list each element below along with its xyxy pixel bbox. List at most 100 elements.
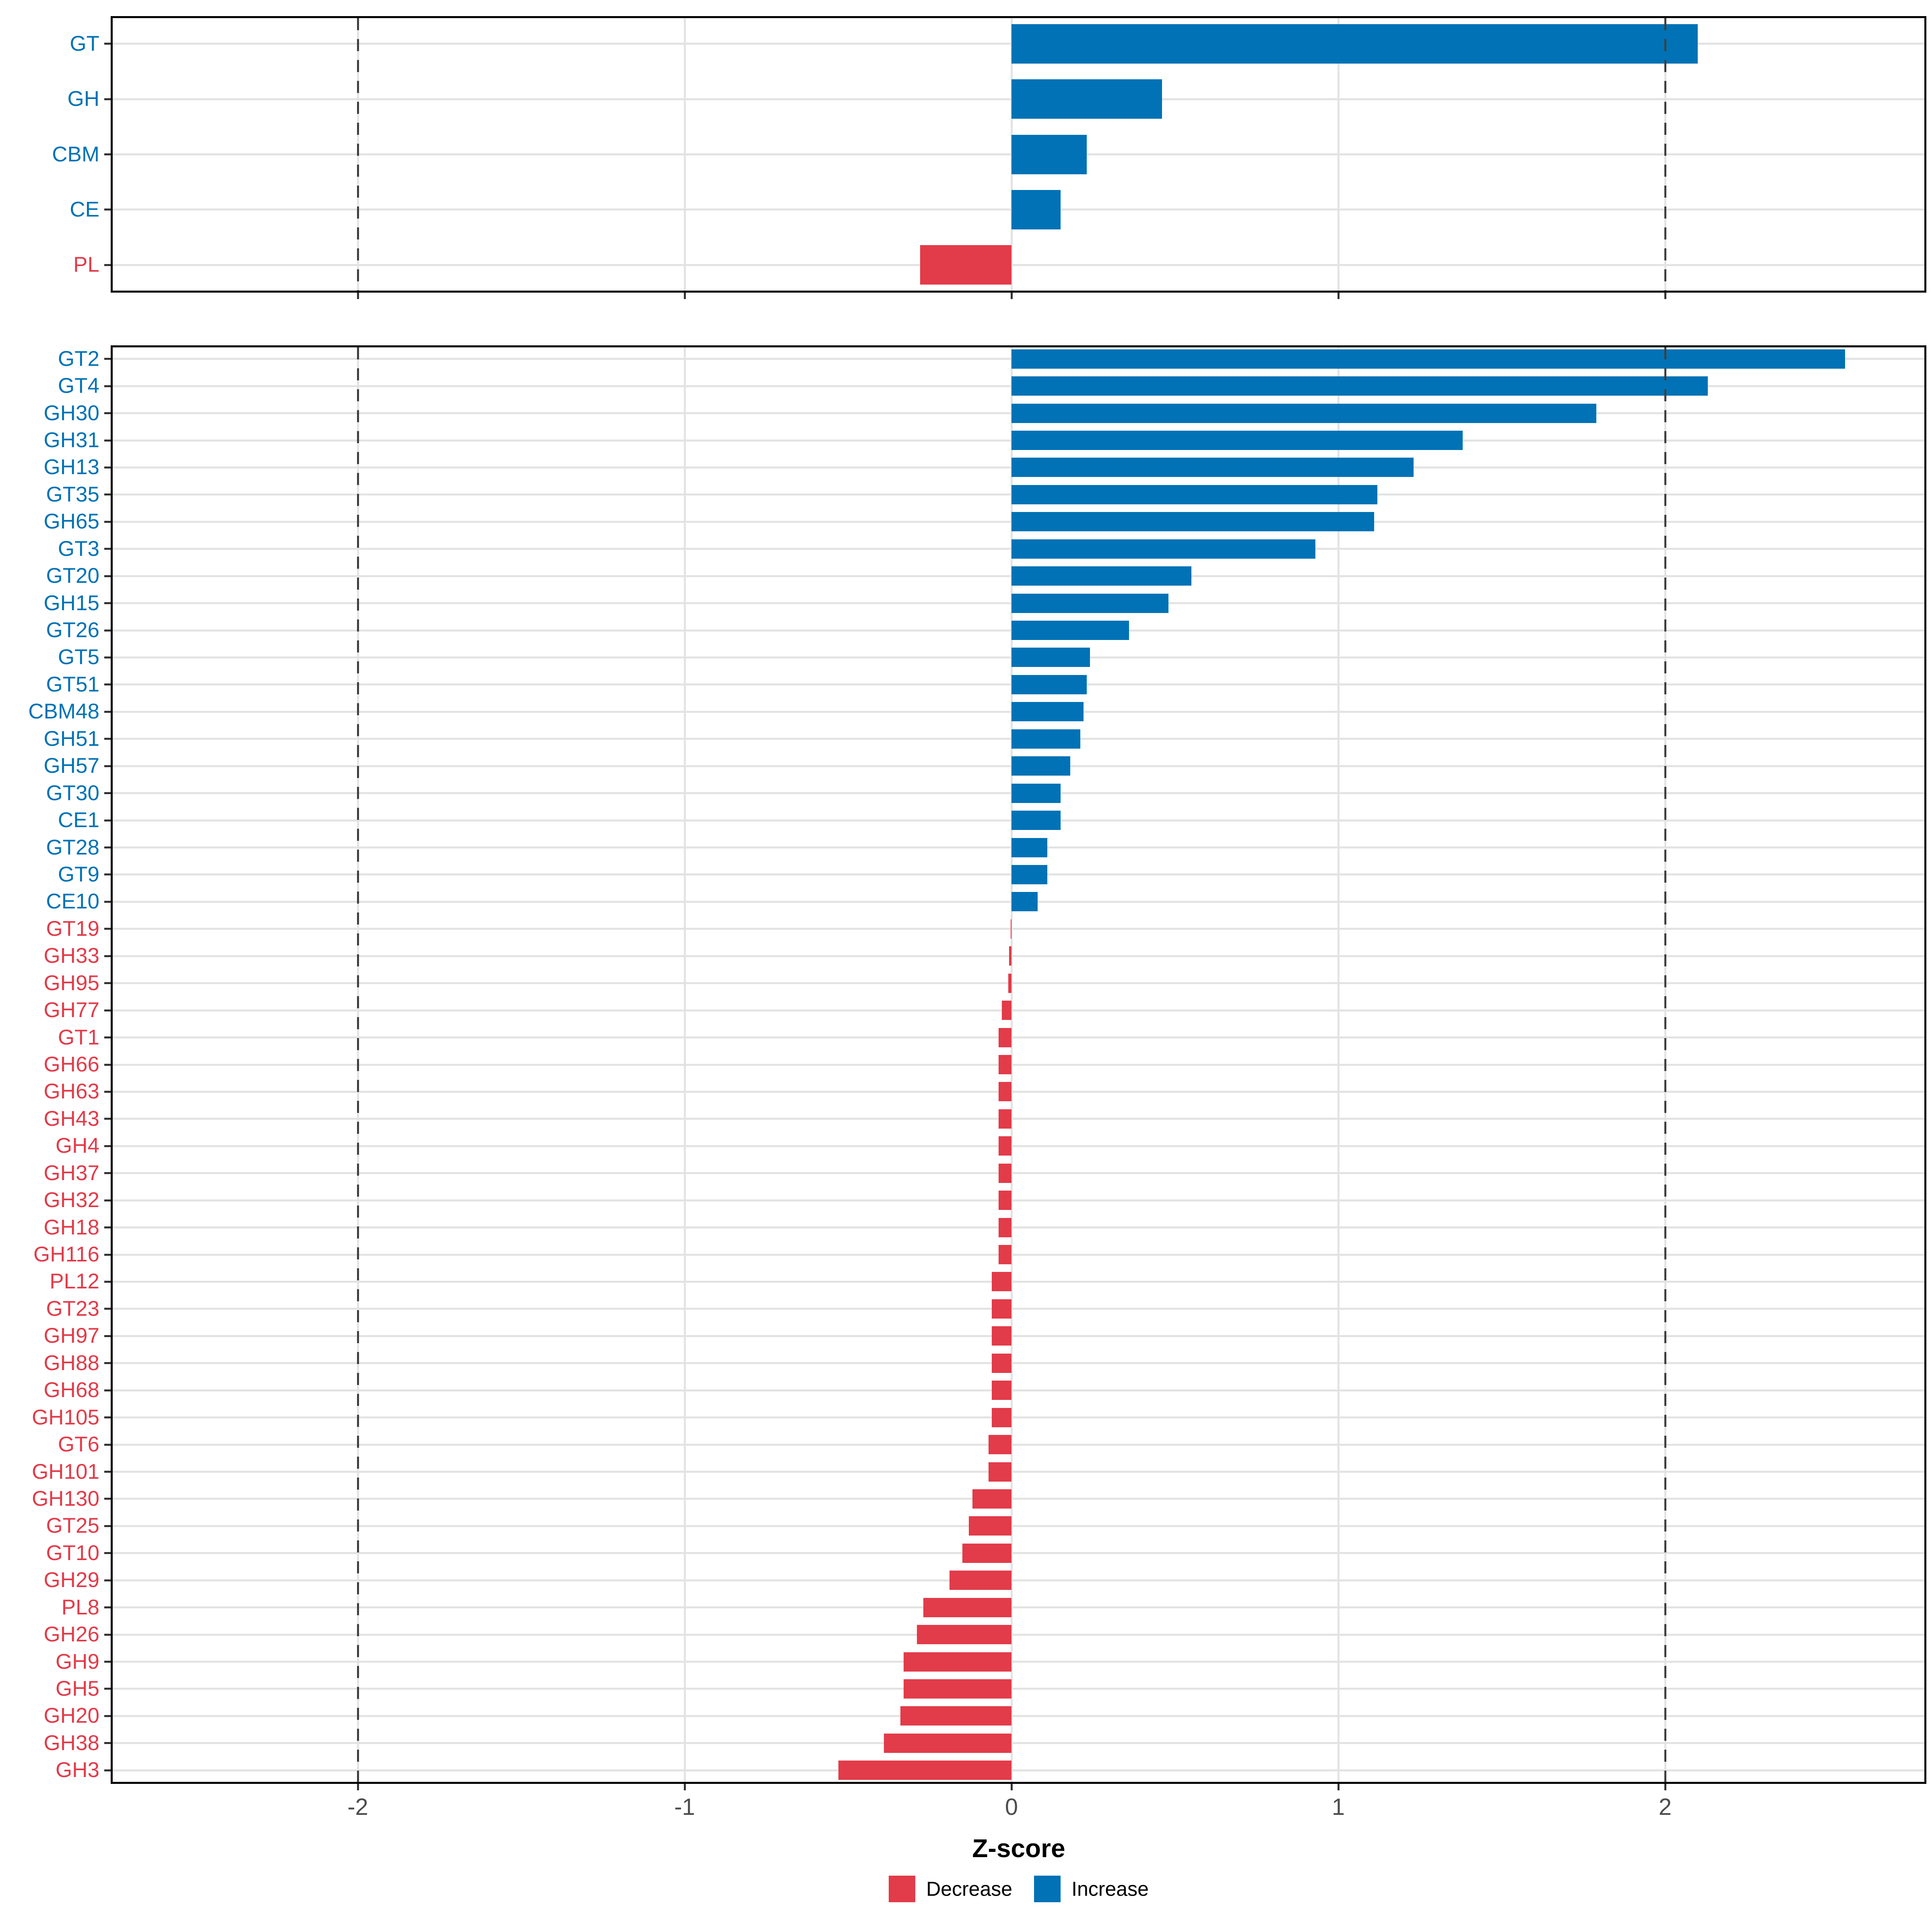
h-gridline <box>113 1118 1924 1120</box>
legend: Decrease Increase <box>697 1876 1341 1902</box>
y-axis-tick <box>104 548 111 550</box>
category-label-GH97: GH97 <box>43 1324 99 1348</box>
category-label-GH33: GH33 <box>43 944 99 968</box>
x-axis-tick <box>1664 293 1666 299</box>
bar-GT <box>1011 24 1698 64</box>
category-label-PL8: PL8 <box>61 1596 99 1619</box>
category-label-GT35: GT35 <box>46 483 99 506</box>
category-label-GH95: GH95 <box>43 971 99 995</box>
category-label-GH38: GH38 <box>43 1731 99 1755</box>
h-gridline <box>113 1145 1924 1147</box>
x-axis-tick <box>1011 293 1013 299</box>
category-label-GT3: GT3 <box>58 537 99 561</box>
category-label-GH130: GH130 <box>32 1487 99 1511</box>
y-axis-tick <box>104 1064 111 1066</box>
y-axis-tick <box>104 1661 111 1663</box>
y-axis-tick <box>104 683 111 685</box>
y-axis-tick <box>104 738 111 740</box>
legend-swatch-increase <box>1034 1876 1061 1902</box>
bar-GT23 <box>992 1299 1011 1319</box>
h-gridline <box>113 1742 1924 1744</box>
bar-GT2 <box>1011 349 1845 369</box>
category-label-GH43: GH43 <box>43 1107 99 1131</box>
x-axis-tick <box>684 1784 686 1790</box>
y-axis-tick <box>104 982 111 984</box>
y-axis-tick <box>104 1552 111 1554</box>
h-gridline <box>113 1064 1924 1066</box>
bar-CBM <box>1011 135 1087 174</box>
h-gridline <box>113 264 1924 266</box>
y-axis-tick <box>104 385 111 387</box>
bar-PL8 <box>923 1598 1011 1617</box>
y-axis-tick <box>104 1199 111 1201</box>
y-axis-tick <box>104 466 111 469</box>
category-label-CBM48: CBM48 <box>28 700 99 723</box>
category-label-GT30: GT30 <box>46 781 99 805</box>
bar-GH31 <box>1011 431 1463 450</box>
y-axis-tick <box>104 1389 111 1391</box>
bar-GT25 <box>969 1516 1011 1536</box>
h-gridline <box>113 982 1924 984</box>
legend-label-decrease: Decrease <box>926 1878 1013 1900</box>
y-axis-tick <box>104 1308 111 1310</box>
bar-GT3 <box>1011 539 1315 559</box>
bar-GH116 <box>999 1245 1011 1264</box>
bar-GT10 <box>962 1544 1011 1563</box>
h-gridline <box>113 1634 1924 1636</box>
y-axis-tick <box>104 873 111 875</box>
dashed-guide-line <box>1664 347 1666 1782</box>
y-axis-tick <box>104 819 111 822</box>
bar-GH15 <box>1011 594 1168 613</box>
bar-PL12 <box>992 1272 1011 1291</box>
bar-GH101 <box>989 1462 1011 1482</box>
category-label-GT19: GT19 <box>46 917 99 941</box>
category-label-GH29: GH29 <box>43 1568 99 1592</box>
y-axis-tick <box>104 1525 111 1527</box>
bar-GH77 <box>1002 1001 1011 1020</box>
category-label-CE1: CE1 <box>58 808 99 832</box>
y-axis-tick <box>104 1036 111 1038</box>
y-axis-tick <box>104 1444 111 1446</box>
h-gridline <box>113 1172 1924 1174</box>
y-axis-tick <box>104 43 111 45</box>
bar-GH30 <box>1011 404 1596 423</box>
category-label-CE: CE <box>70 198 99 221</box>
category-label-GT: GT <box>70 32 99 56</box>
x-tick-label: -1 <box>674 1794 695 1820</box>
h-gridline <box>113 1525 1924 1527</box>
bar-GT28 <box>1011 838 1047 857</box>
bar-GH29 <box>949 1571 1011 1590</box>
h-gridline <box>113 1498 1924 1500</box>
bar-GT4 <box>1011 376 1708 396</box>
category-label-GH31: GH31 <box>43 428 99 452</box>
y-axis-tick <box>104 1606 111 1608</box>
category-label-GH57: GH57 <box>43 754 99 778</box>
bar-GH51 <box>1011 729 1080 749</box>
y-axis-tick <box>104 846 111 848</box>
h-gridline <box>113 1471 1924 1473</box>
category-label-GH4: GH4 <box>56 1134 99 1158</box>
category-label-GH101: GH101 <box>32 1460 99 1484</box>
y-axis-tick <box>104 630 111 632</box>
bar-GH43 <box>999 1109 1011 1129</box>
dashed-guide-line <box>357 18 359 291</box>
y-axis-tick <box>104 153 111 155</box>
category-label-GT20: GT20 <box>46 564 99 588</box>
x-axis-title: Z-score <box>972 1834 1065 1863</box>
y-axis-tick <box>104 1579 111 1581</box>
y-axis-tick <box>104 1281 111 1283</box>
category-label-GH32: GH32 <box>43 1188 99 1212</box>
y-axis-tick <box>104 1742 111 1744</box>
category-label-GH68: GH68 <box>43 1378 99 1402</box>
category-label-GT23: GT23 <box>46 1297 99 1321</box>
category-label-CBM: CBM <box>52 142 99 166</box>
bar-GH4 <box>999 1136 1011 1156</box>
y-axis-tick <box>104 792 111 794</box>
h-gridline <box>113 1769 1924 1771</box>
bar-GH95 <box>1008 974 1011 993</box>
bar-GH18 <box>999 1218 1011 1237</box>
h-gridline <box>113 1416 1924 1418</box>
y-axis-tick <box>104 1498 111 1500</box>
category-label-GT4: GT4 <box>58 374 99 398</box>
category-label-CE10: CE10 <box>46 890 99 913</box>
